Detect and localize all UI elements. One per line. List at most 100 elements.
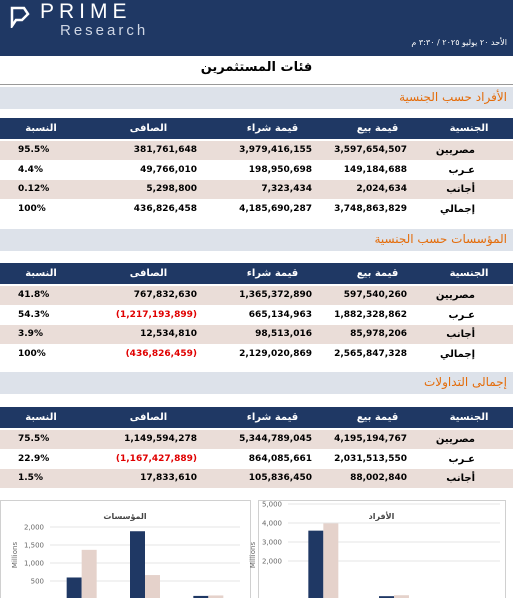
table-cell: (1,167,427,889) — [115, 453, 197, 464]
table-cell: 12,534,810 — [140, 329, 197, 340]
table-cell: عـرب — [448, 453, 475, 465]
table-row — [0, 305, 513, 325]
bar — [81, 549, 97, 598]
column-header: النسبة — [25, 412, 57, 423]
table-cell: 7,323,434 — [261, 184, 312, 195]
logo-sub: Research — [60, 22, 149, 39]
section-bar — [0, 229, 513, 251]
table-row — [0, 180, 513, 200]
table-cell: 75.5% — [18, 434, 50, 444]
column-header: الجنسية — [449, 268, 489, 279]
header-bar — [0, 0, 513, 56]
table-cell: 198,950,698 — [248, 164, 312, 175]
table-cell: 2,024,634 — [356, 184, 407, 195]
table-header-bg — [0, 407, 513, 428]
section-title: الأفراد حسب الجنسية — [399, 90, 507, 104]
table-cell: 22.9% — [18, 453, 50, 464]
bar — [130, 531, 145, 598]
section-title: إجمالى التداولات — [424, 375, 507, 389]
table-cell: 4,195,194,767 — [334, 434, 407, 444]
y-axis-label: Millions — [249, 542, 257, 569]
column-header: الجنسية — [449, 123, 489, 134]
table-cell: 2,565,847,328 — [334, 349, 407, 360]
y-tick-label: 3,000 — [262, 539, 282, 547]
column-header: النسبة — [25, 123, 57, 134]
y-tick-label: 4,000 — [262, 520, 282, 528]
table-cell: 100% — [18, 204, 46, 215]
table-row — [0, 449, 513, 469]
table-cell: مصريين — [435, 145, 475, 156]
bar — [145, 575, 160, 598]
page-title: فئات المستثمرين — [200, 60, 313, 75]
table-cell: (1,217,193,899) — [115, 309, 197, 320]
chart-frame — [0, 500, 251, 598]
table-cell: إجمالي — [440, 349, 475, 361]
table-cell: 95.5% — [18, 145, 50, 155]
table-cell: 149,184,688 — [343, 164, 407, 175]
column-header: قيمة شراء — [246, 123, 299, 134]
table-cell: 3,748,863,829 — [334, 204, 407, 215]
table-cell: (436,826,459) — [125, 349, 197, 360]
bar — [208, 595, 224, 598]
y-tick-label: 500 — [31, 578, 44, 586]
column-header: قيمة شراء — [246, 412, 299, 423]
rule — [0, 84, 513, 85]
table-cell: 17,833,610 — [140, 473, 197, 484]
table-cell: عـرب — [448, 164, 475, 176]
column-header: الصافى — [129, 123, 168, 134]
bar — [66, 577, 82, 598]
table-cell: 49,766,010 — [140, 164, 197, 175]
table-cell: 5,298,800 — [146, 184, 197, 195]
y-tick-label: 2,000 — [262, 558, 282, 566]
y-tick-label: 1,000 — [24, 560, 44, 568]
chart-title: المؤسسات — [103, 512, 146, 521]
column-header: قيمة شراء — [246, 268, 299, 279]
column-header: الصافى — [129, 412, 168, 423]
table-cell: 767,832,630 — [133, 290, 197, 300]
logo-icon — [10, 6, 30, 28]
chart-frame — [258, 500, 506, 598]
y-tick-label: 2,000 — [24, 524, 44, 532]
table-cell: 41.8% — [18, 290, 50, 300]
table-cell: 3,597,654,507 — [334, 145, 407, 155]
table-cell: أجانب — [446, 473, 475, 485]
table-cell: 3.9% — [18, 329, 43, 340]
table-cell: 88,002,840 — [350, 473, 407, 484]
table-cell: 3,979,416,155 — [239, 145, 312, 155]
section-bar — [0, 372, 513, 394]
table-cell: أجانب — [446, 329, 475, 341]
bar — [193, 595, 209, 598]
table-header-bg — [0, 263, 513, 284]
table-cell: 0.12% — [18, 184, 50, 195]
table-cell: 1,365,372,890 — [239, 290, 312, 300]
table-cell: عـرب — [448, 309, 475, 321]
table-row — [0, 200, 513, 220]
bar — [308, 530, 324, 598]
table-cell: 85,978,206 — [350, 329, 407, 340]
table-row — [0, 325, 513, 345]
table-cell: 4.4% — [18, 164, 43, 175]
chart-title: الأفراد — [369, 511, 395, 521]
y-axis-label: Millions — [11, 542, 19, 569]
table-cell: مصريين — [435, 434, 475, 445]
table-cell: 1,149,594,278 — [124, 434, 197, 444]
column-header: النسبة — [25, 268, 57, 279]
table-cell: 665,134,963 — [248, 309, 312, 320]
table-cell: 1,882,328,862 — [334, 309, 407, 320]
y-tick-label: 5,000 — [262, 501, 282, 509]
table-cell: 105,836,450 — [248, 473, 312, 484]
logo: PRIME — [40, 0, 132, 23]
table-row — [0, 430, 513, 449]
table-cell: 4,185,690,287 — [239, 204, 312, 215]
column-header: الجنسية — [449, 412, 489, 423]
bar — [394, 595, 409, 598]
charts: المؤسسات Millions 2,000 1,500 1,000 500 الأفرا… — [0, 500, 506, 598]
table-cell: 2,031,513,550 — [334, 453, 407, 464]
bar — [379, 596, 394, 598]
column-header: قيمة بيع — [356, 123, 399, 134]
table-cell: 597,540,260 — [343, 290, 407, 300]
table-row — [0, 160, 513, 180]
column-header: الصافى — [129, 268, 168, 279]
table-row — [0, 345, 513, 365]
